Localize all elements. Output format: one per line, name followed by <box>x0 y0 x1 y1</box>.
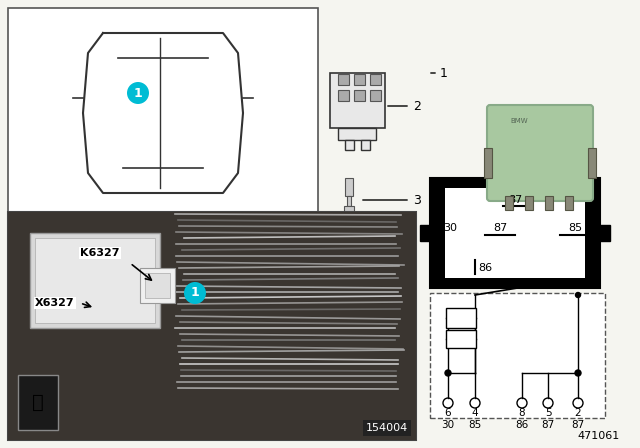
Text: 2: 2 <box>575 408 581 418</box>
Bar <box>565 196 573 210</box>
Bar <box>145 273 170 298</box>
Bar <box>8 212 416 440</box>
Text: 471061: 471061 <box>578 431 620 441</box>
Bar <box>370 90 381 101</box>
Text: 1: 1 <box>440 66 448 79</box>
Text: 6: 6 <box>445 408 451 418</box>
Bar <box>338 90 349 101</box>
Bar <box>446 330 476 348</box>
Bar <box>345 178 353 196</box>
Bar <box>430 293 605 418</box>
Bar <box>505 196 513 210</box>
Bar <box>18 375 58 430</box>
Bar <box>445 188 585 278</box>
Text: 87: 87 <box>493 223 507 233</box>
Circle shape <box>575 370 581 376</box>
Bar <box>8 212 416 440</box>
Text: 30: 30 <box>442 420 454 430</box>
Circle shape <box>470 398 480 408</box>
Circle shape <box>575 293 580 297</box>
FancyBboxPatch shape <box>487 105 593 201</box>
Bar <box>484 148 492 178</box>
Text: 🚗: 🚗 <box>32 392 44 412</box>
Text: 87: 87 <box>572 420 584 430</box>
Text: BMW: BMW <box>510 118 527 124</box>
Bar <box>338 74 349 85</box>
Bar <box>140 268 175 303</box>
Text: 5: 5 <box>545 408 551 418</box>
Bar <box>338 128 376 140</box>
Text: 87: 87 <box>508 195 522 205</box>
Bar <box>600 225 610 241</box>
Bar <box>430 178 600 288</box>
Circle shape <box>184 282 206 304</box>
Text: 154004: 154004 <box>365 423 408 433</box>
Text: 85: 85 <box>568 223 582 233</box>
Circle shape <box>573 398 583 408</box>
Text: K6327: K6327 <box>80 248 120 258</box>
Bar <box>361 140 370 150</box>
Bar <box>8 8 318 213</box>
Text: 2: 2 <box>413 99 421 112</box>
Circle shape <box>127 82 149 104</box>
Text: 8: 8 <box>518 408 525 418</box>
Bar <box>35 238 155 323</box>
Bar <box>30 233 160 328</box>
Bar <box>330 73 385 128</box>
Bar <box>446 308 476 328</box>
Bar <box>588 148 596 178</box>
Text: 1: 1 <box>191 287 200 300</box>
Text: 85: 85 <box>468 420 482 430</box>
Bar <box>545 196 553 210</box>
Text: 1: 1 <box>134 86 142 99</box>
Text: 86: 86 <box>515 420 529 430</box>
Text: 3: 3 <box>413 194 421 207</box>
Text: 87: 87 <box>541 420 555 430</box>
Bar <box>370 74 381 85</box>
Bar <box>345 140 354 150</box>
Circle shape <box>445 370 451 376</box>
Circle shape <box>543 398 553 408</box>
Bar <box>354 74 365 85</box>
Text: X6327: X6327 <box>35 298 75 308</box>
Bar <box>354 90 365 101</box>
Text: 86: 86 <box>478 263 492 273</box>
Bar <box>420 225 430 241</box>
Circle shape <box>517 398 527 408</box>
Text: 30: 30 <box>443 223 457 233</box>
Bar <box>525 196 533 210</box>
Bar <box>344 206 354 213</box>
Bar <box>347 196 351 206</box>
Circle shape <box>443 398 453 408</box>
Text: 4: 4 <box>472 408 478 418</box>
